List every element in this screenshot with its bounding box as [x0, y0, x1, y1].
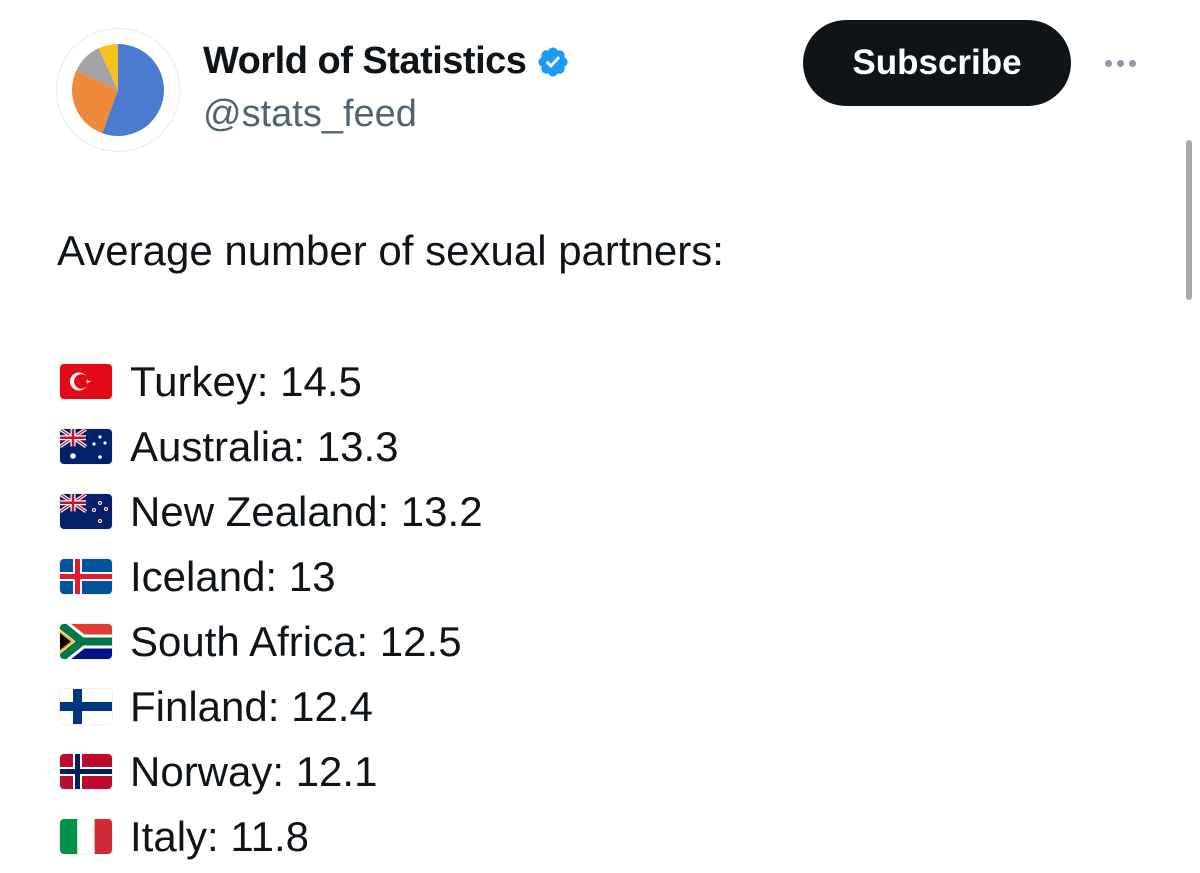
pie-chart-logo-icon — [72, 44, 165, 136]
scrollbar[interactable] — [1186, 140, 1192, 300]
stat-text: Iceland: 13 — [130, 552, 336, 600]
list-item: South Africa: 12.5 — [60, 609, 483, 674]
subscribe-button[interactable]: Subscribe — [803, 20, 1071, 106]
display-name-text: World of Statistics — [203, 40, 527, 82]
list-item: Turkey: 14.5 — [60, 349, 483, 414]
stat-text: Finland: 12.4 — [130, 682, 373, 730]
turkey-flag-icon — [60, 364, 112, 399]
stat-text: New Zealand: 13.2 — [130, 487, 483, 535]
tweet-intro: Average number of sexual partners: — [57, 227, 724, 274]
stat-text: Australia: 13.3 — [130, 422, 399, 470]
more-dot — [1116, 59, 1124, 67]
stat-text: Turkey: 14.5 — [130, 357, 362, 405]
user-handle[interactable]: @stats_feed — [203, 93, 417, 135]
australia-flag-icon — [60, 429, 112, 464]
stat-text: Italy: 11.8 — [130, 812, 309, 860]
list-item: Norway: 12.1 — [60, 739, 483, 804]
stat-text: Norway: 12.1 — [130, 747, 378, 795]
italy-flag-icon — [60, 819, 112, 854]
more-dot — [1104, 59, 1112, 67]
more-horizontal-icon[interactable] — [1096, 50, 1144, 76]
list-item: Iceland: 13 — [60, 544, 483, 609]
more-dot — [1128, 59, 1136, 67]
list-item: Australia: 13.3 — [60, 414, 483, 479]
verified-badge-icon — [536, 45, 570, 79]
stats-list: Turkey: 14.5 Australia: 13.3 — [60, 349, 483, 869]
new-zealand-flag-icon — [60, 494, 112, 529]
norway-flag-icon — [60, 754, 112, 789]
display-name[interactable]: World of Statistics — [203, 40, 570, 83]
finland-flag-icon — [60, 689, 112, 724]
iceland-flag-icon — [60, 559, 112, 594]
list-item: New Zealand: 13.2 — [60, 479, 483, 544]
list-item: Italy: 11.8 — [60, 804, 483, 869]
stat-text: South Africa: 12.5 — [130, 617, 462, 665]
south-africa-flag-icon — [60, 624, 112, 659]
list-item: Finland: 12.4 — [60, 674, 483, 739]
avatar[interactable] — [56, 28, 180, 152]
